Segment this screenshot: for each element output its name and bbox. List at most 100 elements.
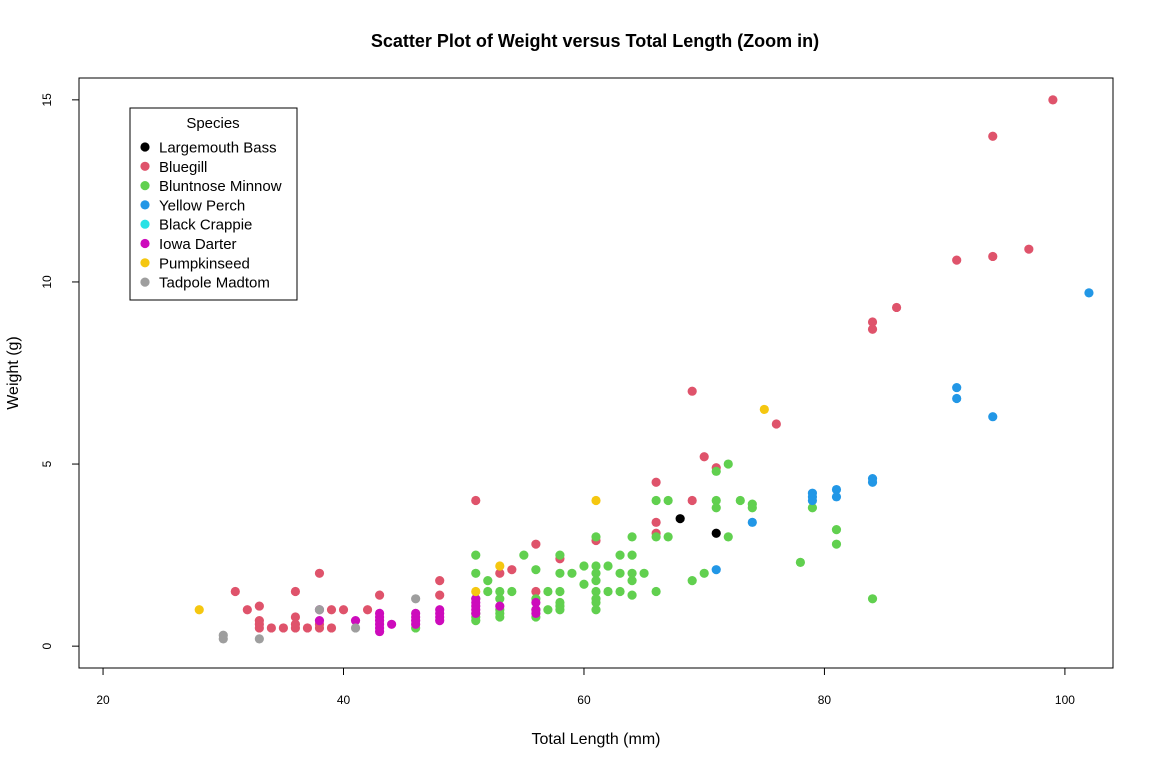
data-point — [471, 495, 481, 506]
data-point — [290, 619, 301, 629]
data-point — [627, 550, 637, 560]
data-point — [663, 532, 673, 542]
data-point — [615, 568, 625, 578]
data-point — [759, 404, 769, 415]
series-pumpkinseed — [194, 404, 769, 615]
data-point — [495, 561, 505, 571]
data-point — [699, 452, 709, 462]
y-axis-label: Weight (g) — [5, 336, 22, 410]
data-point — [495, 612, 505, 622]
data-point — [615, 586, 625, 597]
data-point — [867, 477, 878, 487]
data-points — [194, 95, 1094, 644]
data-point — [831, 525, 842, 535]
legend-marker — [140, 258, 150, 268]
data-point — [651, 586, 661, 597]
data-point — [254, 634, 264, 644]
data-point — [290, 612, 301, 622]
y-tick-label: 10 — [40, 275, 54, 289]
data-point — [675, 514, 685, 524]
data-point — [687, 495, 697, 506]
data-point — [711, 495, 721, 506]
data-point — [723, 459, 733, 469]
data-point — [988, 251, 998, 262]
data-point — [831, 484, 842, 495]
data-point — [531, 565, 541, 575]
data-point — [314, 605, 325, 615]
data-point — [471, 568, 481, 578]
data-point — [988, 131, 998, 141]
data-point — [771, 419, 781, 429]
data-point — [495, 594, 505, 604]
data-point — [591, 575, 601, 586]
data-point — [567, 568, 577, 578]
data-point — [543, 605, 553, 615]
data-point — [747, 517, 757, 527]
chart-title: Scatter Plot of Weight versus Total Leng… — [371, 31, 819, 51]
legend-label: Iowa Darter — [159, 236, 237, 253]
data-point — [326, 623, 337, 633]
data-point — [651, 495, 661, 506]
data-point — [711, 466, 721, 476]
data-point — [711, 528, 721, 538]
series-bluegill — [230, 95, 1058, 633]
data-point — [543, 586, 553, 597]
data-point — [254, 601, 264, 611]
data-point — [483, 586, 493, 597]
data-point — [495, 586, 505, 597]
data-point — [639, 568, 649, 578]
data-point — [579, 579, 589, 589]
legend-label: Bluntnose Minnow — [159, 178, 282, 195]
data-point — [1048, 95, 1058, 105]
data-point — [254, 623, 264, 633]
data-point — [627, 532, 637, 542]
data-point — [699, 568, 709, 578]
data-point — [627, 575, 637, 586]
data-point — [735, 495, 745, 506]
data-point — [507, 565, 517, 575]
data-point — [952, 382, 962, 393]
data-point — [867, 324, 878, 334]
data-point — [831, 492, 842, 502]
legend: Species Largemouth Bass Bluegill Bluntnose… — [129, 107, 298, 301]
data-point — [230, 586, 240, 597]
legend-title: Species — [186, 115, 239, 132]
series-bluntnose-minnow — [411, 459, 878, 633]
data-point — [495, 601, 505, 611]
data-point — [471, 586, 481, 597]
data-point — [435, 616, 445, 626]
data-point — [591, 586, 601, 597]
data-point — [591, 495, 601, 506]
data-point — [242, 605, 252, 615]
data-point — [362, 605, 373, 615]
data-point — [290, 586, 301, 597]
data-point — [615, 550, 625, 560]
y-tick-label: 5 — [40, 460, 54, 467]
legend-label: Black Crappie — [159, 217, 252, 234]
data-point — [302, 623, 313, 633]
legend-label: Bluegill — [159, 159, 207, 176]
data-point — [507, 586, 517, 597]
data-point — [687, 386, 697, 396]
data-point — [651, 477, 661, 487]
data-point — [555, 568, 565, 578]
data-point — [651, 517, 661, 527]
data-point — [326, 605, 337, 615]
series-iowa-darter — [314, 594, 541, 637]
data-point — [531, 597, 541, 608]
y-tick-label: 0 — [40, 642, 54, 649]
data-point — [531, 586, 541, 597]
data-point — [350, 623, 361, 633]
data-point — [747, 503, 757, 513]
data-point — [591, 597, 601, 608]
data-point — [711, 503, 721, 513]
x-tick-label: 40 — [337, 693, 351, 707]
legend-marker — [140, 277, 150, 287]
x-tick-label: 80 — [818, 693, 832, 707]
data-point — [218, 634, 228, 644]
data-point — [952, 393, 962, 404]
data-point — [807, 495, 818, 506]
data-point — [471, 616, 481, 626]
data-point — [495, 568, 505, 578]
data-point — [1024, 244, 1034, 254]
